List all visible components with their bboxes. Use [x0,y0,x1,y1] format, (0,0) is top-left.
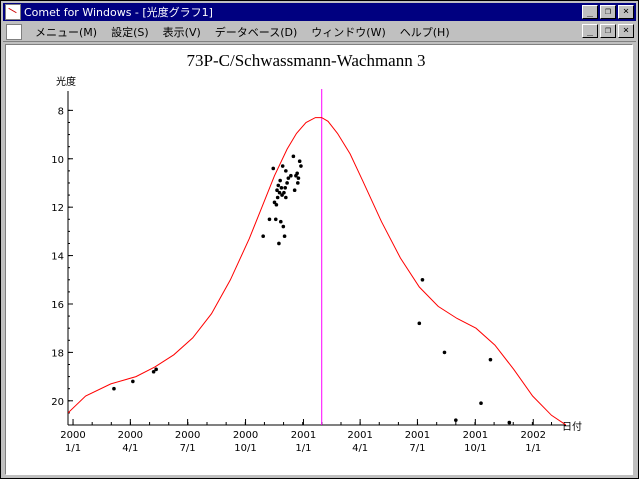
axes: 8 10 12 14 16 18 20 2000 1/1 2000 4/1 2000 7/1 2000 10… [51,91,566,454]
x-tick-year: 2000 [175,430,200,441]
x-tick-date: 1/1 [525,443,541,454]
brightness-chart: 73P-C/Schwassmann-Wachmann 3 光度 日付 8 10 12… [51,51,582,454]
observation-point [279,186,284,190]
y-tick-label: 10 [51,155,64,166]
observation-point [284,195,288,200]
observation-point [284,169,288,173]
x-tick-date: 1/1 [65,443,81,454]
observation-point [280,164,285,168]
window-controls: _ ❐ × [582,5,634,19]
x-tick-year: 2000 [60,430,85,441]
observation-point [282,234,287,239]
predicted-brightness-curve [68,117,566,425]
x-tick-year: 2001 [347,430,372,441]
y-tick-label: 8 [58,106,64,117]
observation-point [276,183,281,188]
observation-point [273,217,278,222]
x-tick-year: 2002 [521,430,546,441]
observation-point [417,321,422,326]
x-tick-date: 4/1 [352,443,368,454]
minimize-button[interactable]: _ [582,5,598,19]
y-tick-label: 12 [51,203,64,214]
observation-point [275,195,280,200]
x-axis-label: 日付 [562,420,582,433]
observation-point [278,178,282,183]
observation-point [272,200,277,205]
observation-point [295,181,300,185]
observation-point [507,420,512,425]
title-bar[interactable]: Comet for Windows - [光度グラフ1] _ ❐ × [3,3,636,21]
observation-point [295,171,299,176]
observation-point [112,386,116,391]
y-axis-label: 光度 [56,75,76,88]
y-tick-label: 14 [51,252,64,263]
x-tick-date: 4/1 [122,443,138,454]
observation-point [292,188,297,193]
observation-point [151,369,156,374]
observation-point [281,224,286,229]
document-icon[interactable] [6,23,22,40]
observation-point [282,190,286,195]
observation-point [420,277,425,282]
observation-point [442,350,447,355]
observation-point [131,379,135,384]
observation-point [454,418,458,422]
restore-button[interactable]: ❐ [600,5,616,19]
menu-item-database[interactable]: データベース(D) [214,25,298,39]
chart-title: 73P-C/Schwassmann-Wachmann 3 [187,51,426,70]
observation-point [488,357,493,362]
observation-point [280,193,284,197]
menu-item-settings[interactable]: 設定(S) [111,25,149,39]
observation-point [289,173,293,178]
x-tick-year: 2000 [233,430,258,441]
observation-point [277,241,281,246]
x-tick-date: 10/1 [234,443,256,454]
menu-item-view[interactable]: 表示(V) [162,25,201,39]
menu-item-window[interactable]: ウィンドウ(W) [311,25,386,39]
x-tick-year: 2001 [405,430,430,441]
x-tick-year: 2001 [291,430,316,441]
y-tick-label: 20 [51,397,64,408]
x-tick-year: 2001 [463,430,488,441]
observation-point [274,202,279,207]
x-tick-year: 2000 [118,430,143,441]
observation-point [286,176,291,180]
x-tick-date: 7/1 [180,443,196,454]
menu-bar: メニュー(M) 設定(S) 表示(V) データベース(D) ウィンドウ(W) ヘ… [3,22,636,42]
observation-point [267,217,272,222]
observation-point [278,219,283,224]
observation-point [261,234,265,239]
window-title: Comet for Windows - [光度グラフ1] [24,6,213,19]
doc-close-button[interactable]: × [618,24,634,38]
menu-item-menu[interactable]: メニュー(M) [35,25,98,39]
y-tick-label: 16 [51,300,64,311]
close-button[interactable]: × [618,5,634,19]
chart-marks [68,89,566,425]
observation-point [291,154,296,159]
observation-point [297,159,302,163]
observation-point [299,164,303,168]
observation-point [154,367,158,372]
observation-point [277,190,282,195]
x-tick-date: 1/1 [295,443,311,454]
doc-minimize-button[interactable]: _ [582,24,598,38]
y-tick-label: 18 [51,348,64,359]
x-tick-date: 7/1 [409,443,425,454]
observation-point [479,401,483,406]
observation-point [275,188,279,193]
observation-point [283,186,288,190]
x-tick-date: 10/1 [464,443,486,454]
doc-restore-button[interactable]: ❐ [600,24,616,38]
document-window-controls: _ ❐ × [582,24,634,38]
observation-point [285,181,289,185]
app-icon[interactable] [5,4,21,20]
menu-item-help[interactable]: ヘルプ(H) [399,25,450,39]
graph-area: 73P-C/Schwassmann-Wachmann 3 光度 日付 8 10 12… [5,44,633,475]
observation-point [271,166,276,171]
observation-point [296,176,301,180]
